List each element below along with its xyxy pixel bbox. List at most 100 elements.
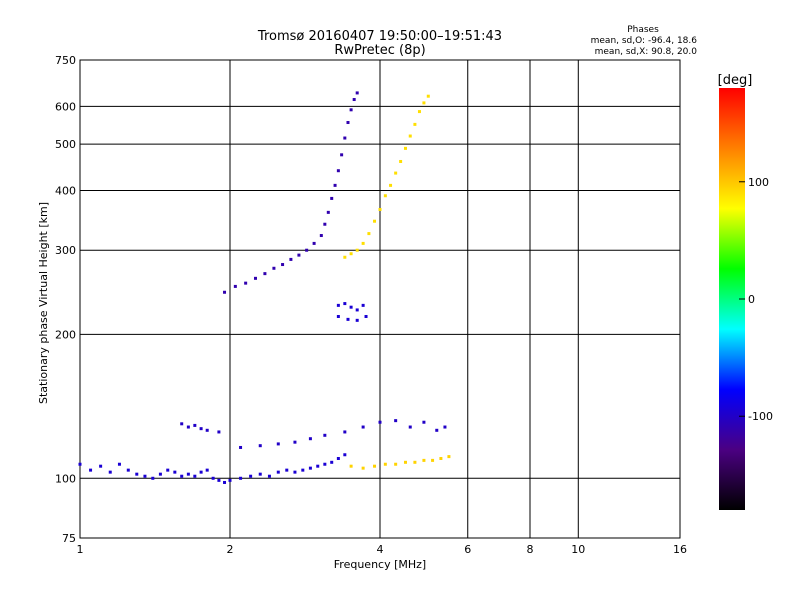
data-point (239, 445, 243, 449)
data-point (272, 266, 276, 270)
data-point (413, 460, 417, 464)
x-tick-label: 10 (571, 543, 585, 556)
x-tick-label: 1 (77, 543, 84, 556)
x-tick-label: 16 (673, 543, 687, 556)
data-point (343, 430, 347, 434)
data-point (158, 472, 162, 476)
data-point (308, 437, 312, 441)
colorbar-tick-label: -100 (748, 410, 773, 423)
data-point (258, 472, 262, 476)
data-point (89, 468, 93, 472)
data-point (447, 455, 451, 459)
data-point (343, 136, 347, 140)
data-point (180, 422, 184, 426)
data-point (135, 472, 139, 476)
x-tick-label: 4 (377, 543, 384, 556)
data-point (336, 456, 340, 460)
data-point (361, 425, 365, 429)
data-point (355, 248, 359, 252)
y-tick-label: 75 (62, 532, 76, 545)
data-point (330, 196, 334, 200)
data-point (193, 474, 197, 478)
data-point (293, 470, 297, 474)
y-tick-label: 750 (55, 54, 76, 67)
colorbar-tick-label: 100 (748, 176, 769, 189)
data-points (78, 91, 451, 484)
data-point (361, 241, 365, 245)
data-point (383, 462, 387, 466)
data-point (422, 101, 426, 105)
data-point (343, 255, 347, 259)
data-point (443, 425, 447, 429)
data-point (403, 146, 407, 150)
data-point (413, 122, 417, 126)
data-point (373, 464, 377, 468)
data-point (267, 474, 271, 478)
y-axis-label: Stationary phase Virtual Height [km] (37, 202, 50, 404)
data-point (217, 478, 221, 482)
data-point (364, 314, 368, 318)
data-point (205, 428, 209, 432)
data-point (349, 305, 353, 309)
data-point (431, 458, 435, 462)
data-point (305, 248, 309, 252)
data-point (108, 470, 112, 474)
data-point (408, 134, 412, 138)
data-point (323, 222, 327, 226)
data-point (323, 462, 327, 466)
data-point (186, 472, 190, 476)
data-point (217, 430, 221, 434)
data-point (349, 464, 353, 468)
data-point (211, 476, 215, 480)
data-point (258, 444, 262, 448)
data-point (263, 272, 267, 276)
data-point (349, 252, 353, 256)
data-point (346, 317, 350, 321)
x-tick-label: 6 (464, 543, 471, 556)
data-point (301, 468, 305, 472)
data-point (361, 303, 365, 307)
data-point (378, 208, 382, 212)
data-point (253, 276, 257, 280)
stats-heading: Phases (627, 25, 659, 35)
y-tick-label: 100 (55, 472, 76, 485)
data-point (378, 420, 382, 424)
data-point (355, 318, 359, 322)
data-point (173, 470, 177, 474)
data-point (143, 474, 147, 478)
data-point (340, 153, 344, 157)
data-point (417, 110, 421, 114)
y-tick-label: 400 (55, 184, 76, 197)
data-point (326, 210, 330, 214)
data-point (180, 474, 184, 478)
data-point (399, 159, 403, 163)
data-point (373, 219, 377, 223)
data-point (199, 427, 203, 431)
stats-line-x: mean, sd,X: 90.8, 20.0 (595, 47, 698, 57)
data-point (289, 257, 293, 261)
data-point (343, 453, 347, 457)
data-point (336, 314, 340, 318)
y-tick-label: 300 (55, 244, 76, 257)
x-tick-label: 2 (227, 543, 234, 556)
data-point (308, 466, 312, 470)
data-point (422, 420, 426, 424)
data-point (223, 480, 227, 484)
chart-subtitle: RwPretec (8p) (334, 43, 425, 58)
colorbar: -100 0 100 (719, 88, 773, 510)
data-point (343, 302, 347, 306)
data-point (435, 428, 439, 432)
data-point (205, 468, 209, 472)
data-point (394, 171, 398, 175)
y-tick-label: 200 (55, 328, 76, 341)
data-point (117, 462, 121, 466)
data-point (355, 91, 359, 95)
y-tick-label: 600 (55, 100, 76, 113)
data-point (151, 476, 155, 480)
data-point (383, 194, 387, 198)
data-point (389, 183, 393, 187)
data-point (244, 281, 248, 285)
data-point (249, 474, 253, 478)
grid-lines (80, 60, 680, 538)
